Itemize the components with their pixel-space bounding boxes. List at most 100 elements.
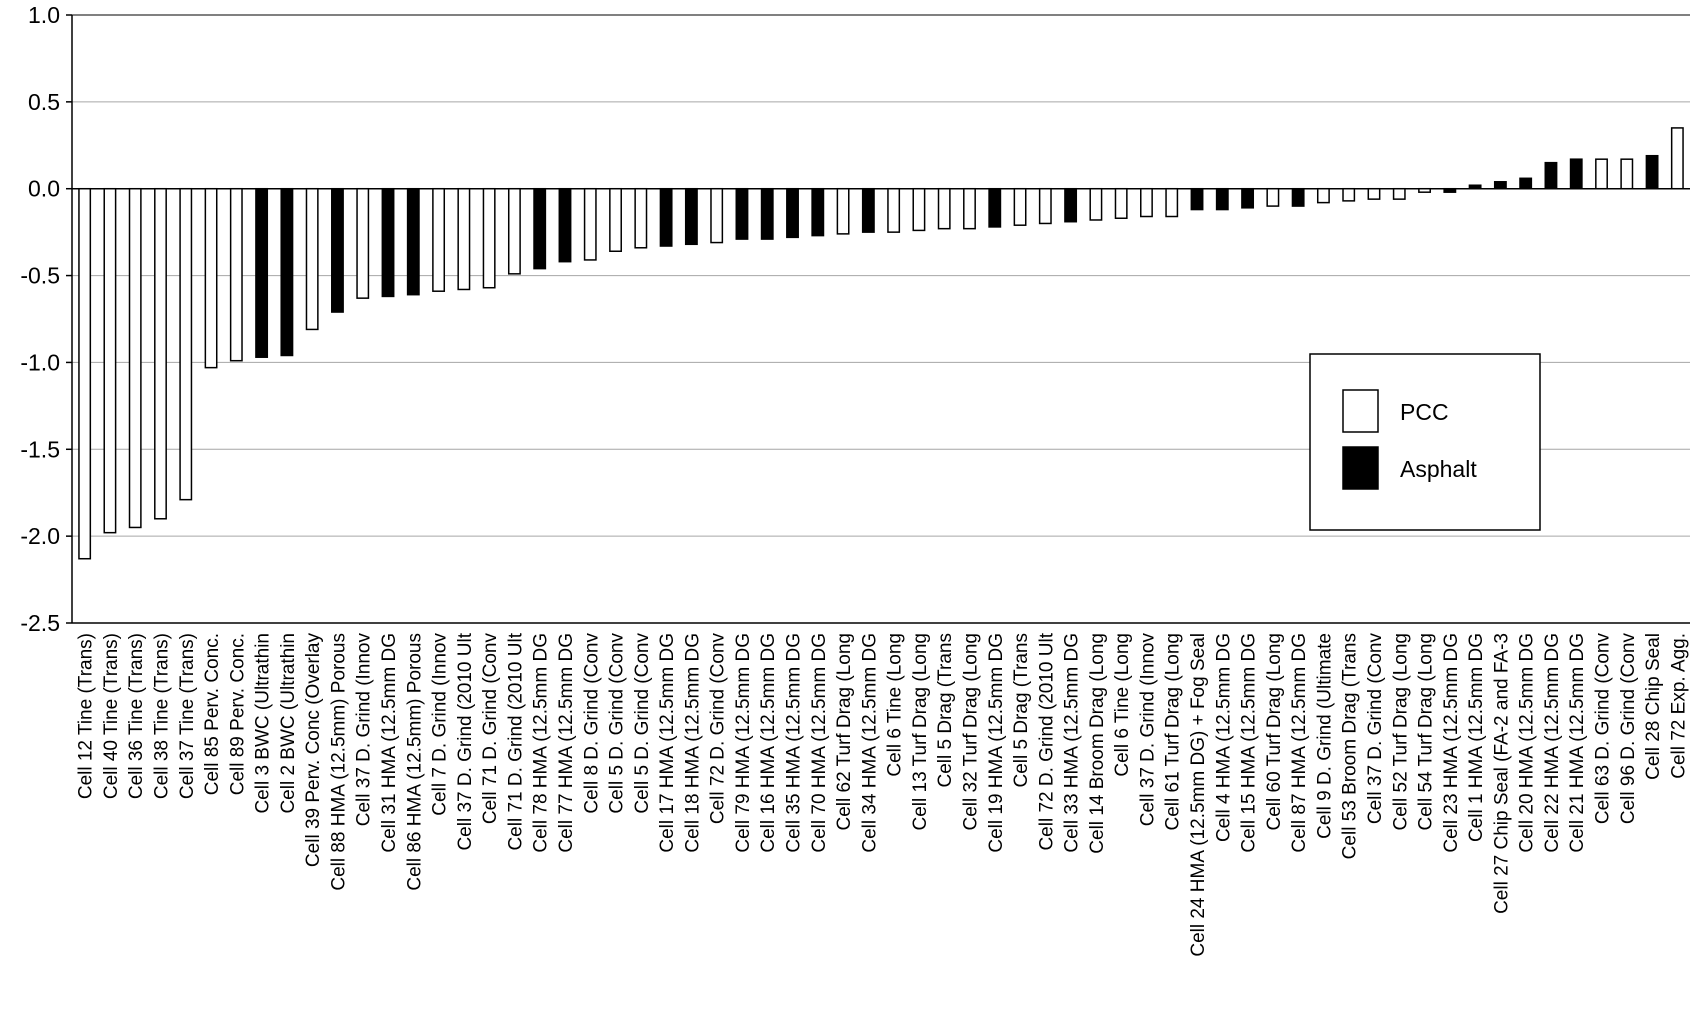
x-tick-label: Cell 85 Perv. Conc. (202, 633, 223, 795)
bar-pcc (306, 189, 317, 330)
bar-asphalt (1444, 189, 1455, 192)
bar-pcc (357, 189, 368, 298)
bar-pcc (205, 189, 216, 368)
x-tick-label: Cell 61 Turf Drag (Long (1163, 633, 1184, 831)
x-tick-label: Cell 35 HMA (12.5mm DG (784, 633, 805, 853)
bar-pcc (104, 189, 115, 533)
x-tick-label: Cell 86 HMA (12.5mm) Porous (404, 633, 425, 891)
bar-pcc (711, 189, 722, 243)
bar-asphalt (762, 189, 773, 239)
x-tick-label: Cell 23 HMA (12.5mm DG (1441, 633, 1462, 853)
y-tick-label: -2.0 (20, 523, 60, 549)
bar-pcc (635, 189, 646, 248)
bar-pcc (939, 189, 950, 229)
bar-pcc (1141, 189, 1152, 217)
bar-asphalt (408, 189, 419, 295)
x-tick-label: Cell 5 D. Grind (Conv (607, 633, 628, 814)
bar-pcc (1419, 189, 1430, 192)
x-tick-label: Cell 71 D. Grind (Conv (480, 633, 501, 825)
legend: PCC Asphalt (1310, 354, 1540, 530)
x-tick-label: Cell 87 HMA (12.5mm DG (1289, 633, 1310, 853)
bar-pcc (1672, 128, 1683, 189)
bar-pcc (585, 189, 596, 260)
x-tick-label: Cell 72 D. Grind (2010 Ult (1036, 632, 1057, 850)
x-tick-label: Cell 34 HMA (12.5mm DG (859, 633, 880, 853)
y-tick-label: 0.5 (28, 89, 60, 115)
bar-pcc (509, 189, 520, 274)
x-tick-label: Cell 78 HMA (12.5mm DG (531, 633, 552, 853)
x-tick-label: Cell 70 HMA (12.5mm DG (809, 633, 830, 853)
bar-pcc (964, 189, 975, 229)
y-tick-label: -1.0 (20, 349, 60, 375)
bar-pcc (180, 189, 191, 500)
bar-pcc (433, 189, 444, 291)
x-tick-label: Cell 3 BWC (Ultrathin (253, 633, 274, 814)
x-tick-label: Cell 6 Tine (Long (885, 633, 906, 777)
bar-asphalt (332, 189, 343, 312)
x-tick-label: Cell 60 Turf Drag (Long (1264, 633, 1285, 831)
x-tick-label: Cell 14 Broom Drag (Long (1087, 633, 1108, 854)
x-tick-label: Cell 77 HMA (12.5mm DG (556, 633, 577, 853)
x-tick-label: Cell 27 Chip Seal (FA-2 and FA-3 (1491, 633, 1512, 914)
y-tick-label: -1.5 (20, 436, 60, 462)
x-tick-label: Cell 63 D. Grind (Conv (1593, 633, 1614, 825)
y-tick-label: 1.0 (28, 2, 60, 28)
bar-asphalt (1571, 159, 1582, 189)
legend-swatch-asphalt (1343, 447, 1378, 489)
bar-asphalt (736, 189, 747, 239)
x-tick-labels: Cell 12 Tine (Trans) Cell 40 Tine (Trans)… (76, 632, 1690, 956)
x-tick-label: Cell 79 HMA (12.5mm DG (733, 633, 754, 853)
bar-asphalt (256, 189, 267, 358)
x-tick-label: Cell 37 D. Grind (Conv (1365, 633, 1386, 825)
x-tick-label: Cell 96 D. Grind (Conv (1618, 633, 1639, 825)
bar-pcc (130, 189, 141, 528)
bar-asphalt (1242, 189, 1253, 208)
x-tick-label: Cell 20 HMA (12.5mm DG (1517, 633, 1538, 853)
x-tick-label: Cell 36 Tine (Trans) (126, 633, 147, 799)
bar-pcc (155, 189, 166, 519)
bar-asphalt (863, 189, 874, 232)
bar-asphalt (1469, 185, 1480, 188)
bar-asphalt (1065, 189, 1076, 222)
x-tick-label: Cell 21 HMA (12.5mm DG (1567, 633, 1588, 853)
legend-label-pcc: PCC (1400, 399, 1449, 425)
bar-asphalt (281, 189, 292, 356)
bar-asphalt (787, 189, 798, 238)
bar-asphalt (534, 189, 545, 269)
bar-pcc (1040, 189, 1051, 224)
x-tick-label: Cell 71 D. Grind (2010 Ult (505, 632, 526, 850)
x-tick-label: Cell 18 HMA (12.5mm DG (682, 633, 703, 853)
x-tick-label: Cell 37 D. Grind (Innov (1137, 633, 1158, 827)
x-tick-label: Cell 1 HMA (12.5mm DG (1466, 633, 1487, 842)
bar-pcc (1267, 189, 1278, 206)
bar-pcc (1596, 159, 1607, 189)
bar-asphalt (1495, 182, 1506, 189)
bar-asphalt (559, 189, 570, 262)
x-tick-label: Cell 17 HMA (12.5mm DG (657, 633, 678, 853)
x-tick-label: Cell 7 D. Grind (Innov (430, 633, 451, 816)
x-tick-label: Cell 37 Tine (Trans) (177, 633, 198, 799)
bar-asphalt (1646, 156, 1657, 189)
x-tick-label: Cell 72 Exp. Agg. (1668, 633, 1689, 779)
x-tick-label: Cell 54 Turf Drag (Long (1416, 633, 1437, 831)
bar-pcc (231, 189, 242, 361)
y-tick-label: -2.5 (20, 610, 60, 636)
x-tick-label: Cell 5 D. Grind (Conv (632, 633, 653, 814)
bar-asphalt (1520, 178, 1531, 188)
x-tick-label: Cell 40 Tine (Trans) (101, 633, 122, 799)
bar-asphalt (1191, 189, 1202, 210)
bar-pcc (1368, 189, 1379, 199)
bar-pcc (1621, 159, 1632, 189)
bar-pcc (1343, 189, 1354, 201)
bar-pcc (483, 189, 494, 288)
x-tick-label: Cell 72 D. Grind (Conv (708, 633, 729, 825)
x-tick-label: Cell 15 HMA (12.5mm DG (1239, 633, 1260, 853)
x-tick-label: Cell 88 HMA (12.5mm) Porous (328, 633, 349, 891)
x-tick-label: Cell 33 HMA (12.5mm DG (1062, 633, 1083, 853)
x-tick-label: Cell 9 D. Grind (Ultimate (1314, 633, 1335, 839)
y-tick-label: -0.5 (20, 263, 60, 289)
bar-asphalt (1545, 163, 1556, 189)
x-tick-label: Cell 37 D. Grind (Innov (354, 633, 375, 827)
x-tick-label: Cell 24 HMA (12.5mm DG) + Fog Seal (1188, 633, 1209, 957)
